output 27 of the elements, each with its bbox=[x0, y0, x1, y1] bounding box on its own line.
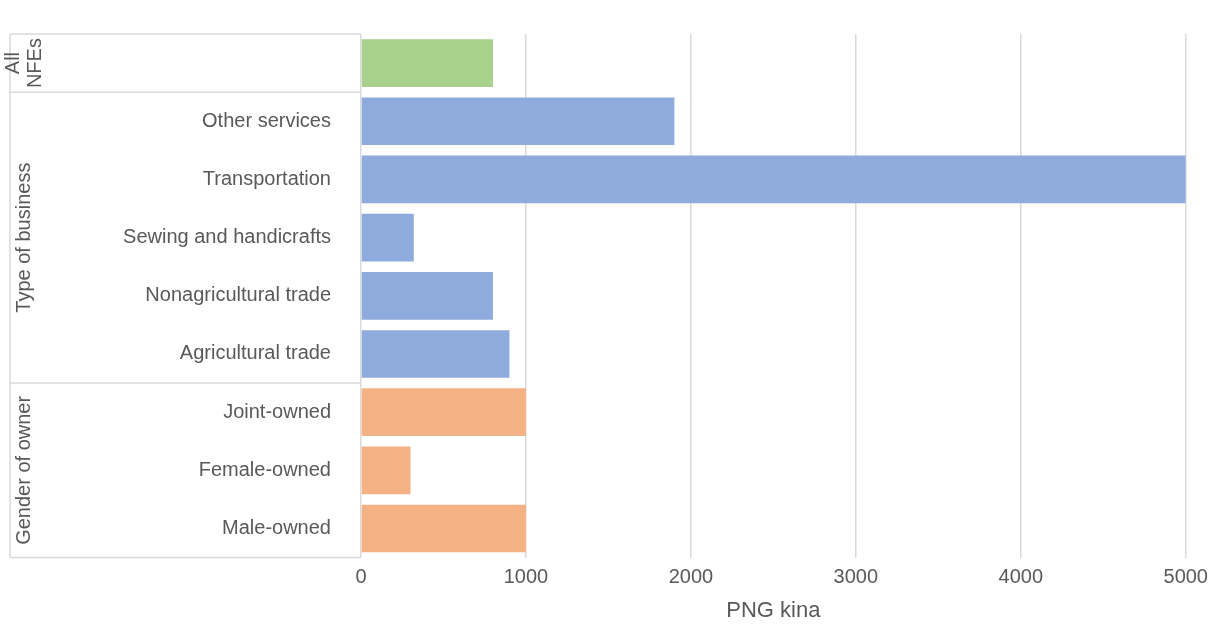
y-tick-label: Transportation bbox=[202, 166, 331, 189]
bar bbox=[361, 39, 493, 87]
y-tick-label: Agricultural trade bbox=[179, 341, 331, 364]
y-tick-label: Nonagricultural trade bbox=[145, 283, 331, 306]
bar bbox=[361, 504, 526, 553]
x-tick-label: 2000 bbox=[668, 565, 714, 588]
x-tick-label: 4000 bbox=[998, 565, 1044, 588]
y-tick-label: Male-owned bbox=[222, 516, 331, 539]
x-tick-label: 3000 bbox=[833, 565, 879, 588]
bar bbox=[361, 271, 493, 320]
bar bbox=[361, 330, 510, 378]
bar bbox=[361, 388, 526, 437]
y-tick-label: Sewing and handicrafts bbox=[123, 225, 331, 248]
y-tick-label: Joint-owned bbox=[223, 399, 331, 422]
bar bbox=[361, 97, 675, 146]
y-tick-label: Other services bbox=[202, 108, 331, 131]
x-tick-label: 1000 bbox=[503, 565, 549, 588]
text: Type of business bbox=[11, 162, 34, 313]
x-axis-title: PNG kina bbox=[726, 596, 822, 622]
bar bbox=[361, 446, 411, 495]
x-tick-label: 5000 bbox=[1163, 565, 1208, 588]
bar bbox=[361, 213, 414, 262]
bar bbox=[361, 155, 1186, 204]
text: Gender of owner bbox=[11, 395, 34, 545]
y-tick-label: Female-owned bbox=[198, 457, 331, 480]
text: All NFEs bbox=[0, 38, 45, 89]
x-tick-label: 0 bbox=[355, 565, 367, 588]
